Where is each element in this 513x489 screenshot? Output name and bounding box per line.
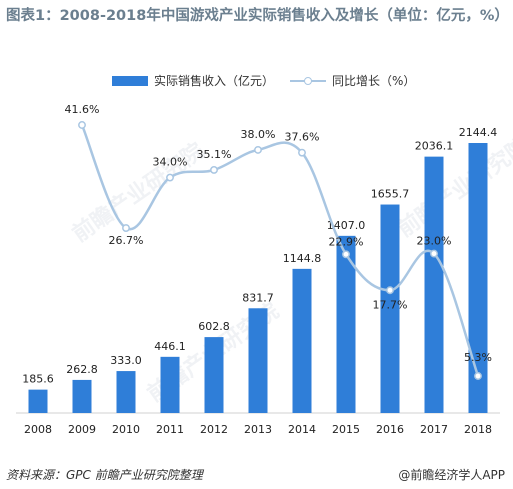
growth-point xyxy=(166,173,174,182)
bar xyxy=(424,156,444,413)
growth-value-label: 17.7% xyxy=(373,298,408,311)
bar-value-label: 446.1 xyxy=(154,340,186,353)
bar-value-label: 2036.1 xyxy=(415,140,454,153)
x-tick-label: 2015 xyxy=(332,423,360,436)
bar-value-label: 1655.7 xyxy=(371,188,410,201)
x-tick-label: 2013 xyxy=(244,423,272,436)
growth-point xyxy=(78,121,86,129)
bar-value-label: 1144.8 xyxy=(283,252,322,265)
growth-value-label: 38.0% xyxy=(241,128,276,141)
x-tick-label: 2008 xyxy=(24,423,52,436)
bar xyxy=(292,268,312,413)
legend-item-growth: 同比增长（%） xyxy=(290,72,415,89)
x-tick-label: 2016 xyxy=(376,423,404,436)
bar-value-label: 1407.0 xyxy=(327,219,366,232)
growth-point xyxy=(474,372,482,380)
bar xyxy=(72,379,92,413)
growth-point xyxy=(210,165,218,174)
bar xyxy=(204,337,224,413)
x-tick-label: 2014 xyxy=(288,423,316,436)
growth-line xyxy=(80,124,480,377)
app-credit: @前瞻经济学人APP xyxy=(398,468,505,482)
bar-value-label: 831.7 xyxy=(242,291,274,304)
bar xyxy=(116,371,136,413)
growth-value-label: 41.6% xyxy=(65,103,100,116)
bar xyxy=(28,389,48,413)
x-tick-label: 2012 xyxy=(200,423,228,436)
bar xyxy=(380,204,400,413)
x-tick-label: 2011 xyxy=(156,423,184,436)
bar-value-label: 262.8 xyxy=(66,363,98,376)
bar xyxy=(248,308,268,413)
x-tick-label: 2009 xyxy=(68,423,96,436)
growth-point xyxy=(342,250,350,259)
bar-value-label: 602.8 xyxy=(198,320,230,333)
legend: 实际销售收入（亿元） 同比增长（%） xyxy=(0,72,513,92)
growth-value-label: 37.6% xyxy=(285,131,320,144)
x-tick-label: 2017 xyxy=(420,423,448,436)
growth-value-label: 22.9% xyxy=(329,235,364,248)
legend-label-revenue: 实际销售收入（亿元） xyxy=(154,74,275,88)
bar-value-label: 333.0 xyxy=(110,354,142,367)
growth-point xyxy=(430,249,438,258)
legend-bar-swatch xyxy=(112,75,148,86)
growth-value-label: 5.3% xyxy=(464,351,492,364)
growth-value-label: 26.7% xyxy=(109,234,144,247)
bar-value-label: 185.6 xyxy=(22,373,54,386)
growth-value-label: 35.1% xyxy=(197,148,232,161)
growth-point xyxy=(122,224,130,232)
legend-label-growth: 同比增长（%） xyxy=(332,74,416,88)
x-tick-label: 2010 xyxy=(112,423,140,436)
growth-value-label: 34.0% xyxy=(153,156,188,169)
bar xyxy=(468,143,488,413)
growth-point xyxy=(254,145,262,154)
x-tick-label: 2018 xyxy=(464,423,492,436)
legend-line-swatch xyxy=(290,76,326,86)
growth-point xyxy=(386,286,394,295)
bar xyxy=(336,235,356,413)
bar-value-label: 2144.4 xyxy=(459,126,498,139)
legend-item-revenue: 实际销售收入（亿元） xyxy=(112,72,274,89)
growth-point xyxy=(298,148,306,157)
growth-value-label: 23.0% xyxy=(417,235,452,248)
source-note: 资料来源：GPC 前瞻产业研究院整理 xyxy=(6,468,203,482)
bar xyxy=(160,356,180,413)
chart-title: 图表1：2008-2018年中国游戏产业实际销售收入及增长（单位：亿元，%） xyxy=(6,8,509,24)
